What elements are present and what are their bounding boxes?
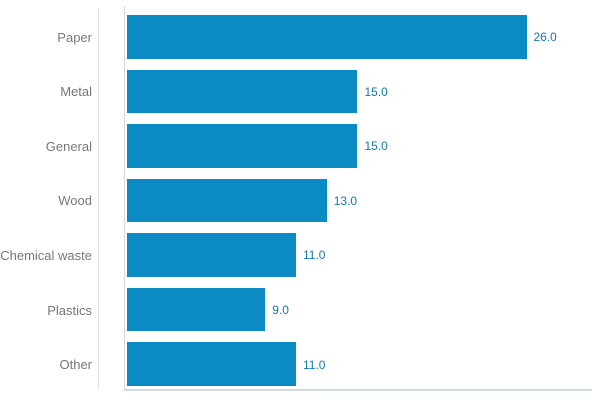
- bar[interactable]: [127, 15, 527, 59]
- bar[interactable]: [127, 233, 297, 277]
- bar[interactable]: [127, 342, 297, 386]
- value-label: 13.0: [333, 193, 358, 208]
- category-label: Wood: [58, 193, 92, 209]
- bar[interactable]: [127, 124, 358, 168]
- category-label: Paper: [57, 29, 92, 45]
- value-label: 15.0: [364, 84, 388, 99]
- plot-left-line: [124, 6, 125, 390]
- bar[interactable]: [127, 69, 358, 114]
- value-label: 11.0: [303, 357, 326, 372]
- category-axis-line: [98, 8, 99, 390]
- category-label: General: [45, 138, 92, 154]
- x-axis-line: [124, 389, 592, 391]
- value-label: 9.0: [272, 303, 289, 317]
- bar[interactable]: [127, 287, 266, 332]
- value-label: 15.0: [364, 139, 388, 154]
- category-label: Metal: [60, 84, 92, 100]
- bar[interactable]: [127, 178, 327, 223]
- category-label: Other: [59, 357, 92, 373]
- value-label: 26.0: [533, 30, 557, 45]
- category-label: Chemical waste: [0, 247, 92, 263]
- value-label: 11.0: [303, 248, 326, 263]
- category-label: Plastics: [47, 302, 92, 318]
